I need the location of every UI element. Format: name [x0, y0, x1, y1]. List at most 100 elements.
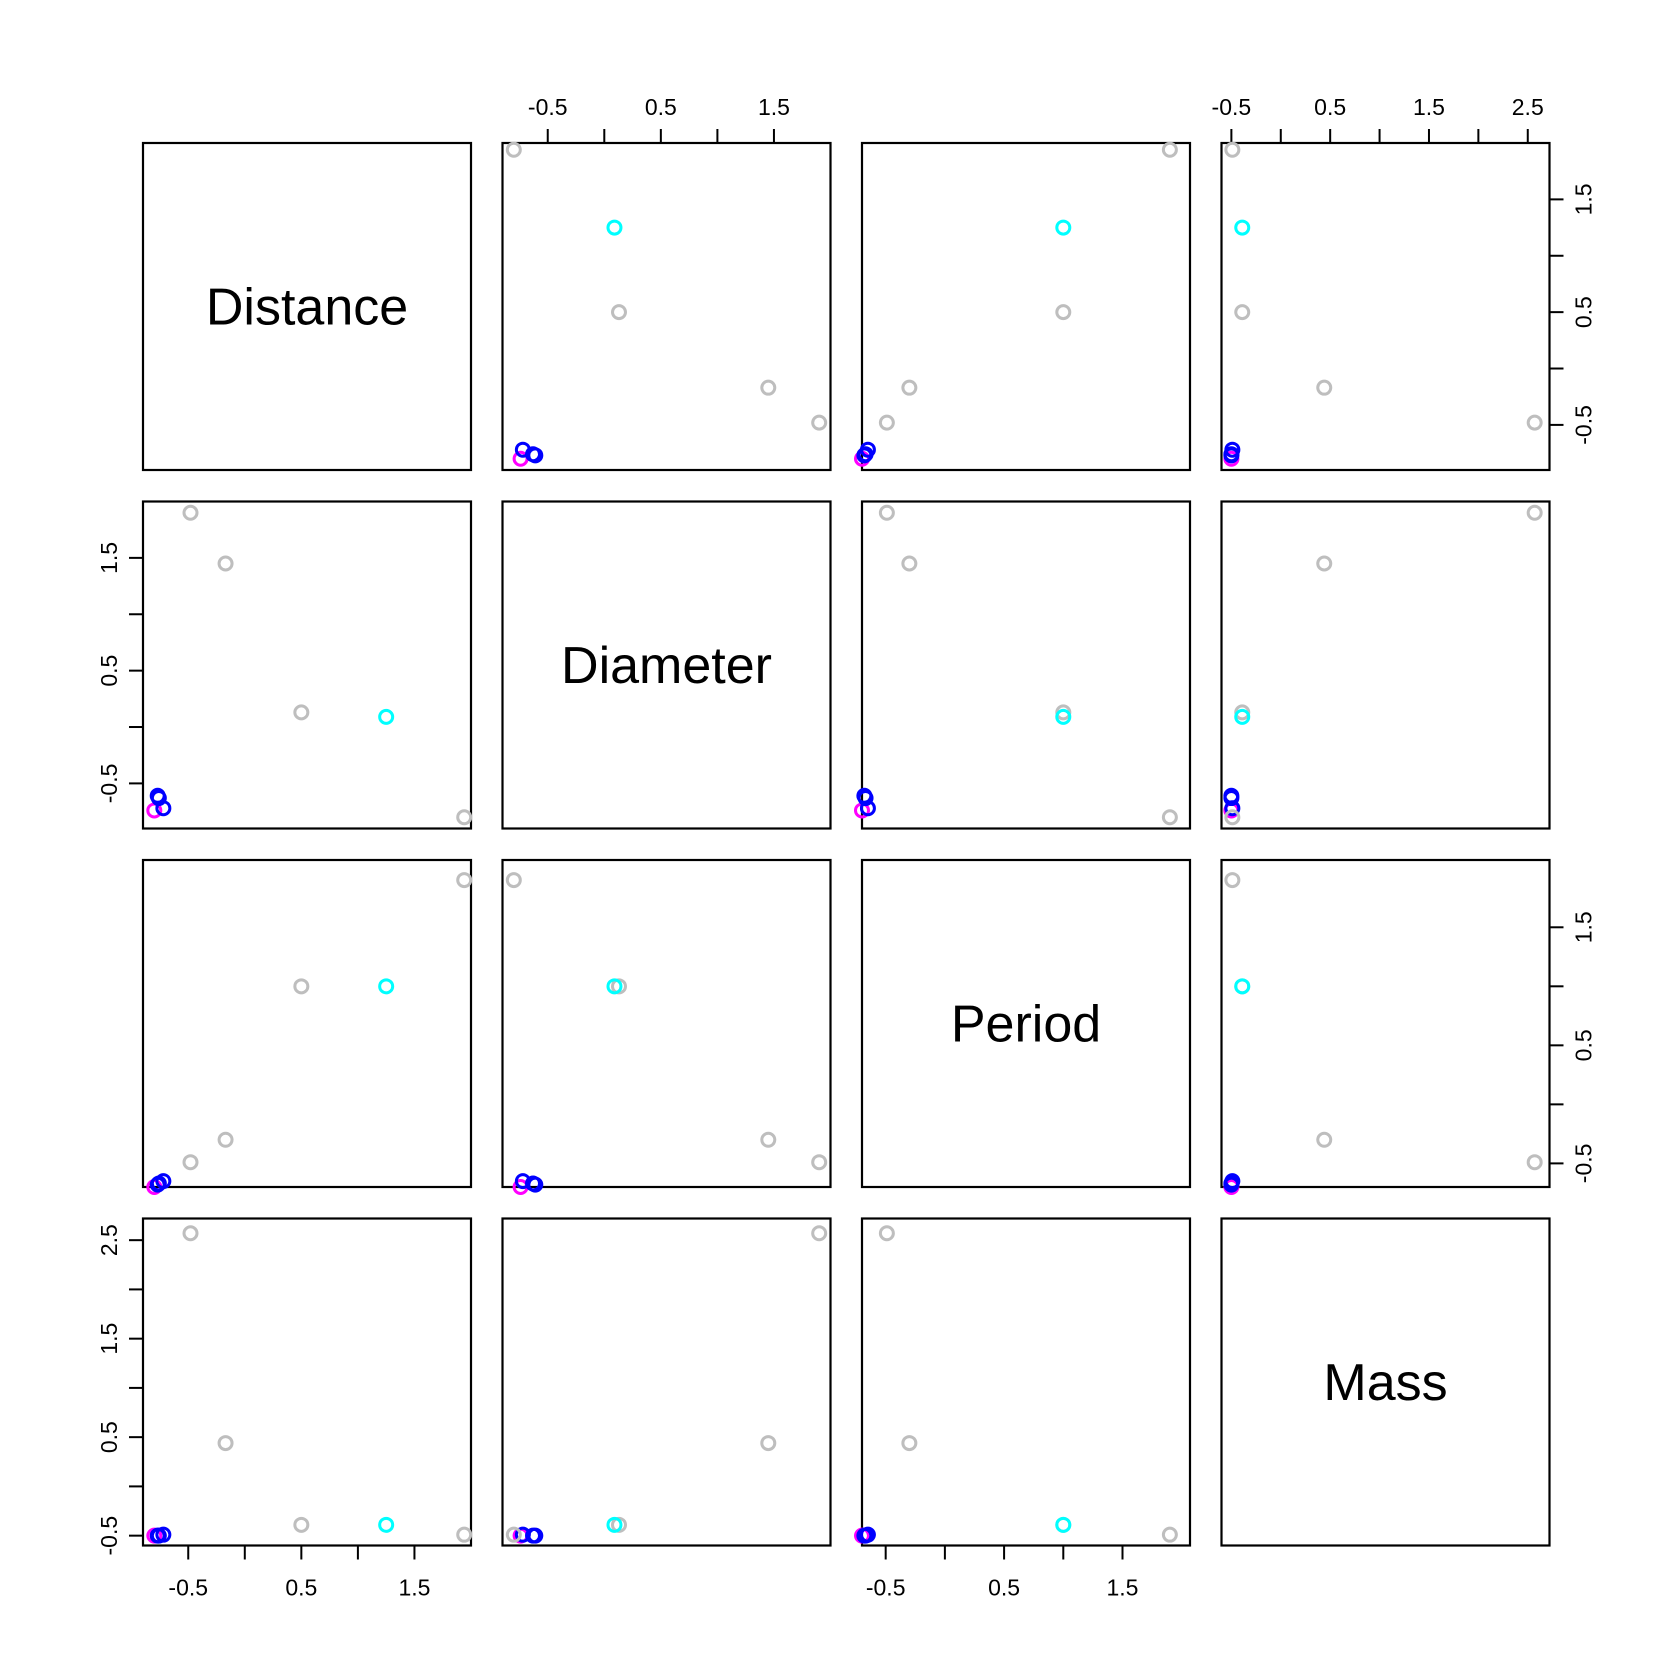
panel-diameter-vs-distance [141, 500, 473, 830]
point-8-mass-vs-distance [456, 1526, 473, 1543]
point-3-mass-vs-diameter [514, 1526, 531, 1543]
point-8-distance-vs-mass [1224, 141, 1241, 158]
right-axis-tick-label-period: 1.5 [1571, 911, 1597, 943]
point-7-distance-vs-period [1055, 219, 1072, 236]
left-axis-tick-label-mass: 2.5 [96, 1224, 122, 1256]
point-3-distance-vs-mass [1224, 441, 1241, 458]
point-8-period-vs-diameter [505, 872, 522, 889]
top-axis-tick-label-diameter: 0.5 [645, 94, 677, 120]
point-4-distance-vs-diameter [811, 414, 828, 431]
point-8-period-vs-distance [456, 872, 473, 889]
variable-label-mass: Mass [1323, 1354, 1447, 1412]
left-axis-tick-label-mass: -0.5 [96, 1516, 122, 1556]
point-3-mass-vs-period [859, 1526, 876, 1543]
point-4-mass-vs-distance [182, 1225, 199, 1242]
point-7-diameter-vs-mass [1234, 708, 1251, 725]
point-5-period-vs-distance [217, 1131, 234, 1148]
point-3-mass-vs-distance [155, 1526, 172, 1543]
panel-distance-vs-period [860, 141, 1192, 472]
top-axis-tick-label-mass: 2.5 [1512, 94, 1544, 120]
point-4-diameter-vs-period [878, 504, 895, 521]
point-8-mass-vs-diameter [505, 1526, 522, 1543]
point-6-period-vs-distance [293, 978, 310, 995]
point-3-diameter-vs-mass [1224, 800, 1241, 817]
bottom-axis-tick-label-period: -0.5 [866, 1575, 906, 1601]
point-7-mass-vs-distance [378, 1516, 395, 1533]
panel-mass-vs-diameter [501, 1217, 832, 1547]
panel-diameter-vs-mass [1220, 500, 1551, 830]
point-5-distance-vs-diameter [760, 379, 777, 396]
point-3-period-vs-distance [155, 1173, 172, 1190]
panel-mass-vs-distance [141, 1217, 473, 1547]
right-axis-tick-label-distance: -0.5 [1571, 405, 1597, 445]
top-axis-tick-label-diameter: 1.5 [758, 94, 790, 120]
point-5-mass-vs-diameter [760, 1435, 777, 1452]
left-axis-tick-label-diameter: -0.5 [96, 764, 122, 804]
point-5-diameter-vs-mass [1316, 555, 1333, 572]
panel-mass-vs-period [860, 1217, 1192, 1547]
point-7-period-vs-diameter [606, 978, 623, 995]
point-3-diameter-vs-period [859, 800, 876, 817]
bottom-axis-tick-label-distance: 1.5 [398, 1575, 430, 1601]
point-8-distance-vs-period [1161, 141, 1178, 158]
point-2-diameter-vs-period [857, 790, 874, 807]
right-axis-tick-label-period: 0.5 [1571, 1029, 1597, 1061]
point-4-period-vs-distance [182, 1154, 199, 1171]
point-2-diameter-vs-mass [1223, 790, 1240, 807]
point-7-diameter-vs-distance [378, 708, 395, 725]
point-5-diameter-vs-distance [217, 555, 234, 572]
point-4-period-vs-diameter [811, 1154, 828, 1171]
point-7-period-vs-distance [378, 978, 395, 995]
point-3-distance-vs-diameter [514, 441, 531, 458]
top-axis-tick-label-mass: -0.5 [1212, 94, 1252, 120]
point-2-period-vs-diameter [525, 1175, 542, 1192]
point-3-period-vs-mass [1224, 1173, 1241, 1190]
right-axis-tick-label-distance: 1.5 [1571, 183, 1597, 215]
point-5-distance-vs-mass [1316, 379, 1333, 396]
point-5-mass-vs-period [901, 1435, 918, 1452]
variable-label-period: Period [951, 996, 1101, 1054]
point-4-distance-vs-mass [1526, 414, 1543, 431]
point-2-mass-vs-diameter [525, 1527, 542, 1544]
point-5-diameter-vs-period [901, 555, 918, 572]
point-4-diameter-vs-distance [182, 504, 199, 521]
panel-period-vs-diameter [501, 858, 832, 1189]
point-8-period-vs-mass [1224, 872, 1241, 889]
panel-distance-vs-distance [141, 141, 473, 472]
point-3-period-vs-diameter [514, 1173, 531, 1190]
panel-diameter-vs-diameter [501, 500, 832, 830]
point-7-mass-vs-diameter [606, 1516, 623, 1533]
point-7-distance-vs-mass [1234, 219, 1251, 236]
bottom-axis-tick-label-period: 0.5 [988, 1575, 1020, 1601]
point-6-distance-vs-mass [1234, 304, 1251, 321]
left-axis-tick-label-diameter: 1.5 [96, 542, 122, 574]
panel-diameter-vs-period [860, 500, 1192, 830]
point-3-distance-vs-period [859, 441, 876, 458]
point-5-period-vs-mass [1316, 1131, 1333, 1148]
point-7-distance-vs-diameter [606, 219, 623, 236]
point-5-period-vs-diameter [760, 1131, 777, 1148]
left-axis-tick-label-mass: 0.5 [96, 1421, 122, 1453]
top-axis-tick-label-mass: 0.5 [1314, 94, 1346, 120]
point-8-diameter-vs-distance [456, 809, 473, 826]
point-5-distance-vs-period [901, 379, 918, 396]
bottom-axis-tick-label-distance: -0.5 [168, 1575, 208, 1601]
variable-label-diameter: Diameter [561, 637, 772, 695]
panel-period-vs-period [860, 858, 1192, 1189]
panel-period-vs-mass [1220, 858, 1551, 1189]
bottom-axis-tick-label-period: 1.5 [1107, 1575, 1139, 1601]
point-4-diameter-vs-mass [1526, 504, 1543, 521]
point-8-diameter-vs-mass [1224, 809, 1241, 826]
point-3-diameter-vs-distance [155, 800, 172, 817]
point-6-distance-vs-period [1055, 304, 1072, 321]
point-6-distance-vs-diameter [610, 304, 627, 321]
point-7-mass-vs-period [1055, 1516, 1072, 1533]
point-4-mass-vs-diameter [811, 1225, 828, 1242]
point-5-mass-vs-distance [217, 1435, 234, 1452]
point-7-diameter-vs-period [1055, 708, 1072, 725]
top-axis-tick-label-mass: 1.5 [1413, 94, 1445, 120]
variable-label-distance: Distance [206, 279, 408, 337]
panel-distance-vs-mass [1220, 141, 1551, 472]
top-axis-tick-label-diameter: -0.5 [528, 94, 568, 120]
